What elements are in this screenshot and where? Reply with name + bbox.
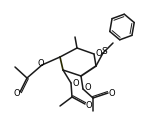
Text: O: O bbox=[86, 100, 92, 110]
Text: O: O bbox=[109, 88, 115, 98]
Text: O: O bbox=[14, 88, 20, 98]
Text: O: O bbox=[85, 83, 91, 92]
Text: O: O bbox=[38, 58, 44, 67]
Text: O: O bbox=[73, 79, 79, 88]
Text: O: O bbox=[96, 50, 102, 58]
Text: S: S bbox=[101, 47, 107, 57]
